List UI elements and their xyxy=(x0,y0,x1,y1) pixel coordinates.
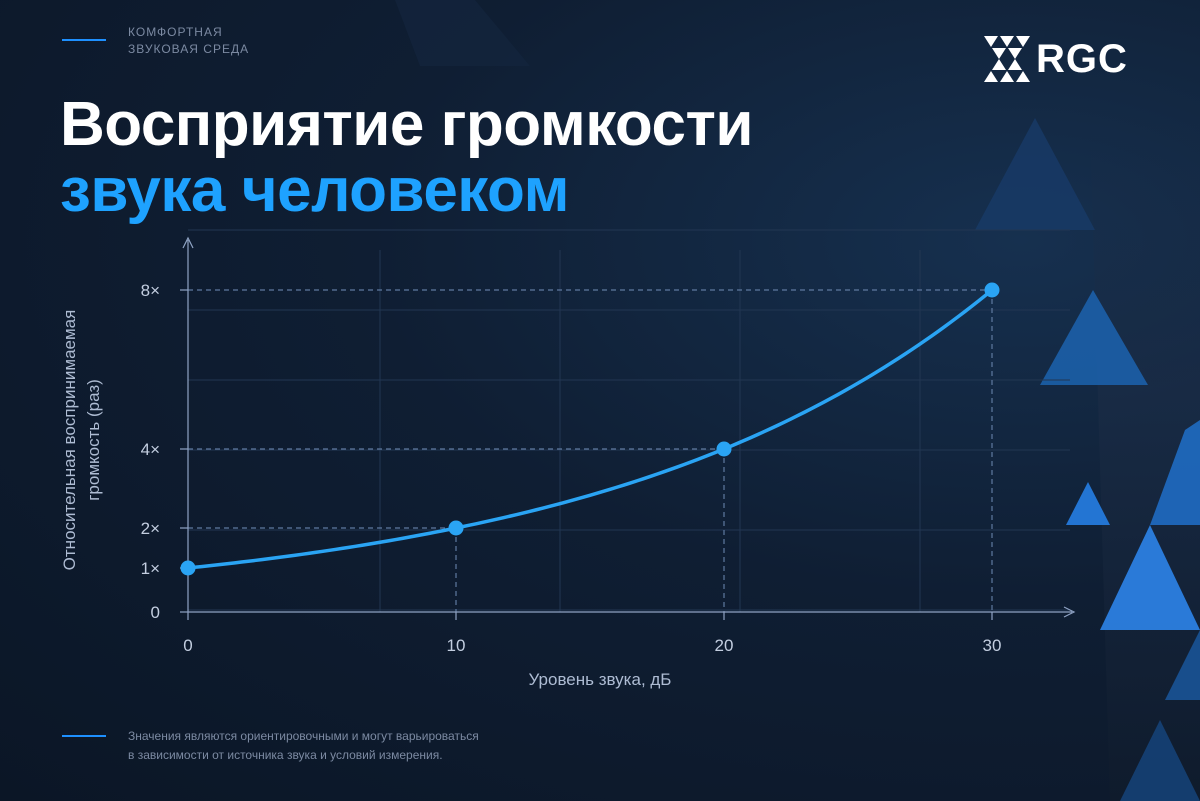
x-tick-label: 20 xyxy=(715,636,734,655)
tagline: КОМФОРТНАЯ ЗВУКОВАЯ СРЕДА xyxy=(128,24,249,58)
y-axis-label-line-1: Относительная воспринимаемая xyxy=(60,310,79,571)
footnote-line-2: в зависимости от источника звука и услов… xyxy=(128,748,443,762)
title-line-2: звука человеком xyxy=(60,156,569,225)
guide-layer xyxy=(188,289,993,612)
x-tick-label: 10 xyxy=(447,636,466,655)
y-axis-arrow-icon xyxy=(182,236,194,249)
point-layer xyxy=(180,282,1000,576)
data-point xyxy=(448,520,464,536)
footer-accent-line xyxy=(62,735,106,737)
footnote: Значения являются ориентировочными и мог… xyxy=(128,727,479,765)
footnote-line-1: Значения являются ориентировочными и мог… xyxy=(128,729,479,743)
y-axis-label-line-2: громкость (раз) xyxy=(84,379,103,501)
data-point xyxy=(716,441,732,457)
page-title: Восприятие громкости звука человеком xyxy=(60,92,753,224)
title-line-1: Восприятие громкости xyxy=(60,90,753,159)
x-tick-label: 30 xyxy=(983,636,1002,655)
tagline-line-1: КОМФОРТНАЯ xyxy=(128,25,223,39)
y-tick-label: 2× xyxy=(141,519,160,538)
tick-layer: 0 1× 2× 4× 8× 0 10 20 30 xyxy=(141,281,1002,655)
grid-layer xyxy=(188,229,1070,612)
logo-mark-icon xyxy=(984,36,1030,82)
axis-layer xyxy=(182,236,1076,618)
y-tick-label: 4× xyxy=(141,440,160,459)
x-tick-label: 0 xyxy=(183,636,192,655)
y-tick-label: 8× xyxy=(141,281,160,300)
logo-text: RGC xyxy=(1036,37,1128,81)
header-accent-line xyxy=(62,39,106,41)
x-axis-arrow-icon xyxy=(1063,606,1076,618)
data-point xyxy=(180,560,196,576)
tagline-line-2: ЗВУКОВАЯ СРЕДА xyxy=(128,42,250,56)
y-tick-label: 0 xyxy=(151,603,160,622)
data-point xyxy=(984,282,1000,298)
x-axis-label: Уровень звука, дБ xyxy=(529,670,672,689)
y-tick-label: 1× xyxy=(141,559,160,578)
rgc-logo: RGC xyxy=(984,36,1164,82)
series-line xyxy=(186,288,994,570)
